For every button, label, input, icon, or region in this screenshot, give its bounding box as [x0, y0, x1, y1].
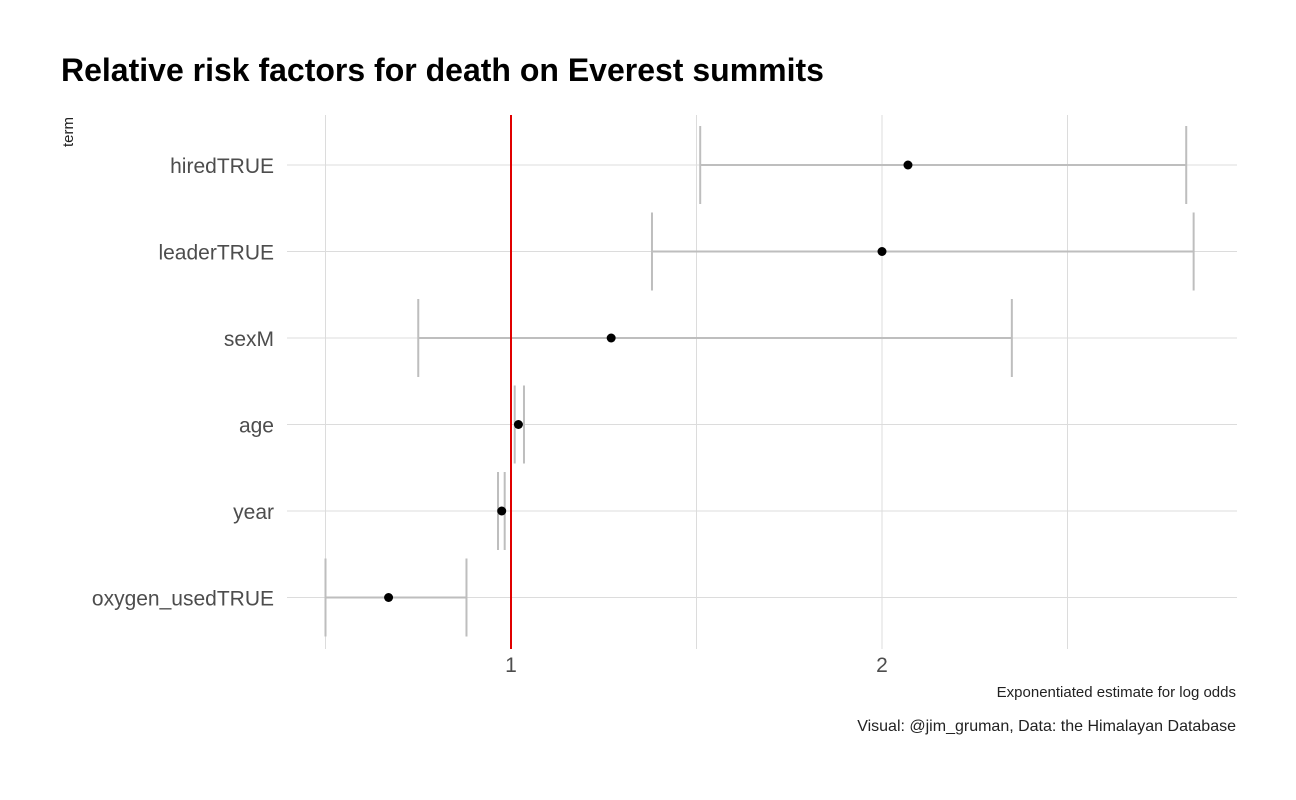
error-bars [324, 126, 1195, 637]
y-tick-label-hiredTRUE: hiredTRUE [170, 155, 274, 178]
y-axis-title: term [60, 117, 77, 147]
y-tick-label-age: age [239, 415, 274, 438]
point-age [513, 420, 523, 429]
point-year [497, 506, 507, 516]
x-tick-label: 2 [876, 654, 888, 677]
point-leaderTRUE [877, 247, 887, 256]
estimate-points [384, 160, 913, 602]
x-axis-title: Exponentiated estimate for log odds [997, 684, 1236, 701]
point-oxygen_usedTRUE [384, 593, 394, 602]
y-tick-label-oxygen_usedTRUE: oxygen_usedTRUE [92, 588, 274, 611]
x-tick-label: 1 [505, 654, 517, 677]
grid-lines [287, 115, 1237, 649]
chart-title: Relative risk factors for death on Evere… [61, 52, 824, 88]
y-tick-label-sexM: sexM [224, 328, 274, 351]
chart-caption: Visual: @jim_gruman, Data: the Himalayan… [857, 718, 1236, 735]
y-tick-labels: oxygen_usedTRUE year age sexM leaderTRUE hire… [92, 155, 274, 611]
y-tick-label-leaderTRUE: leaderTRUE [158, 242, 274, 265]
y-tick-label-year: year [233, 501, 274, 524]
point-hiredTRUE [903, 160, 913, 170]
point-sexM [606, 333, 616, 343]
